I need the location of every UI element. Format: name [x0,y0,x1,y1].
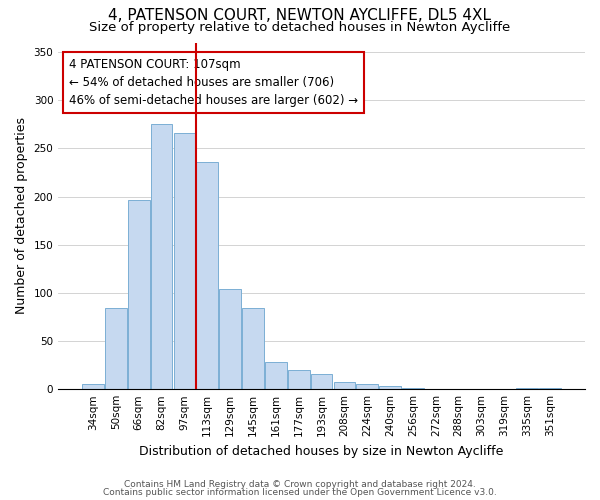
Bar [539,388,561,389]
Bar [82,384,104,389]
Bar [219,289,241,389]
Y-axis label: Number of detached properties: Number of detached properties [15,118,28,314]
Text: 4, PATENSON COURT, NEWTON AYCLIFFE, DL5 4XL: 4, PATENSON COURT, NEWTON AYCLIFFE, DL5 … [109,8,491,22]
Bar [265,362,287,389]
Bar [334,382,355,389]
X-axis label: Distribution of detached houses by size in Newton Aycliffe: Distribution of detached houses by size … [139,444,504,458]
Bar [105,308,127,389]
Bar [173,133,195,389]
Text: Size of property relative to detached houses in Newton Aycliffe: Size of property relative to detached ho… [89,21,511,34]
Bar [402,388,424,389]
Text: 4 PATENSON COURT: 107sqm
← 54% of detached houses are smaller (706)
46% of semi-: 4 PATENSON COURT: 107sqm ← 54% of detach… [69,58,358,107]
Bar [288,370,310,389]
Bar [379,386,401,389]
Bar [517,388,538,389]
Bar [242,308,264,389]
Bar [311,374,332,389]
Bar [128,200,149,389]
Bar [356,384,378,389]
Text: Contains public sector information licensed under the Open Government Licence v3: Contains public sector information licen… [103,488,497,497]
Bar [151,124,172,389]
Bar [196,162,218,389]
Text: Contains HM Land Registry data © Crown copyright and database right 2024.: Contains HM Land Registry data © Crown c… [124,480,476,489]
